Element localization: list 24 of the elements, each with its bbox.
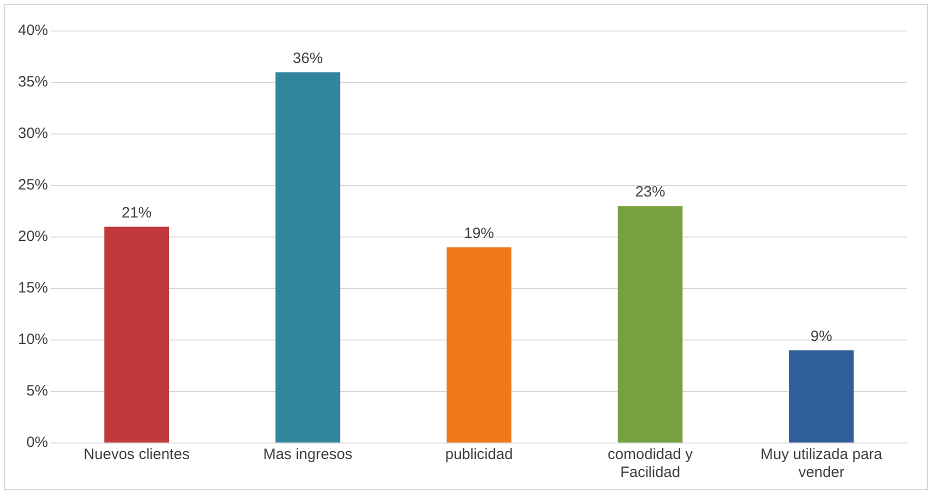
bar	[275, 72, 340, 442]
y-tick-label: 35%	[18, 74, 48, 91]
y-tick-label: 0%	[26, 434, 48, 452]
data-label: 23%	[635, 184, 666, 201]
data-label: 9%	[810, 328, 832, 345]
bar	[446, 247, 512, 442]
y-tick-label: 15%	[18, 280, 48, 297]
x-tick-label: Muy utilizada para vender	[760, 446, 883, 482]
y-tick-label: 25%	[18, 176, 48, 194]
y-tick-label: 5%	[26, 382, 48, 400]
y-tick-label: 40%	[18, 22, 48, 40]
bar	[789, 350, 854, 442]
data-label: 36%	[292, 50, 323, 67]
x-tick-label: Mas ingresos	[263, 446, 352, 464]
y-tick-label: 30%	[18, 125, 48, 142]
x-tick-label: Nuevos clientes	[84, 446, 190, 464]
data-label: 19%	[464, 224, 494, 242]
y-tick-label: 20%	[18, 228, 48, 246]
y-tick-label: 10%	[18, 331, 48, 348]
x-tick-label: publicidad	[445, 446, 513, 464]
x-tick-label: comodidad y Facilidad	[608, 446, 694, 482]
bar	[618, 206, 683, 442]
data-label: 21%	[122, 204, 152, 222]
bar	[104, 226, 169, 442]
